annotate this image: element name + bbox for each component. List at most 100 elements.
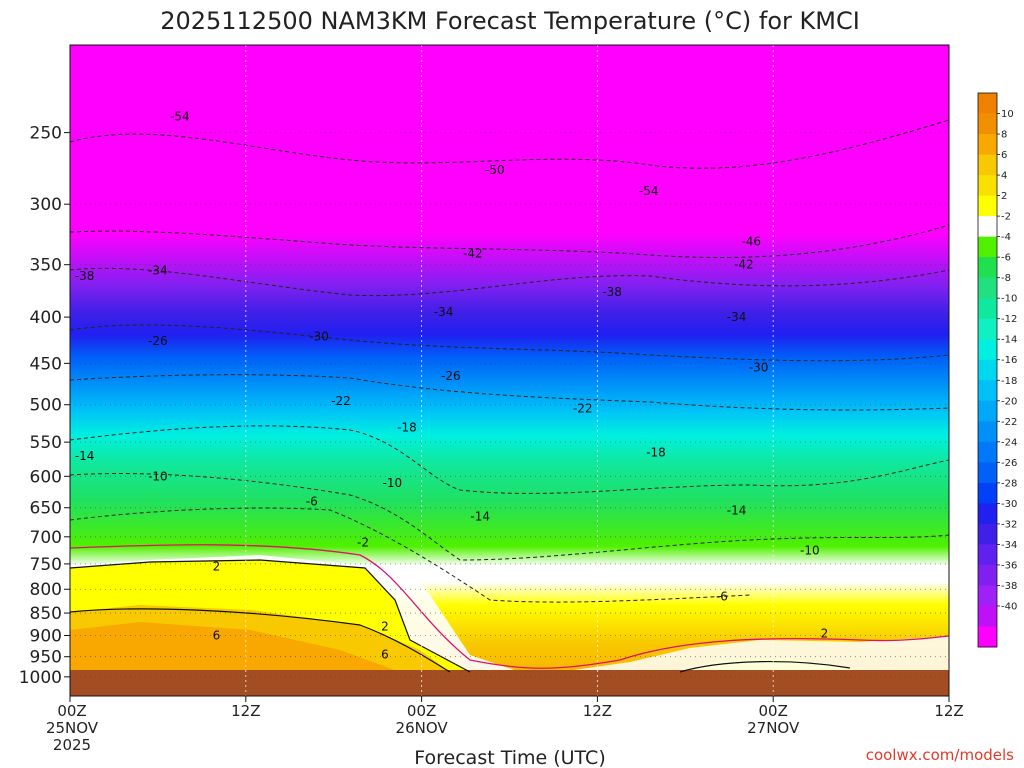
- colorbar-label: -36: [1001, 560, 1017, 571]
- colorbar-swatch: [978, 216, 997, 238]
- isotherm-label: -34: [148, 263, 168, 277]
- colorbar: 10 8 6 4 2 -2 -4 -6 -8 -10 -12 -14 -16 -18 -20 -22 -24 -2…: [977, 92, 1017, 648]
- colorbar-swatch: [978, 421, 997, 443]
- colorbar-label: -30: [1001, 499, 1017, 510]
- colorbar-swatch: [978, 380, 997, 402]
- isotherm-label: 2: [381, 620, 389, 634]
- colorbar-swatch: [978, 523, 997, 545]
- x-tick-label: 27NOV: [747, 719, 800, 737]
- isotherm-label: -54: [170, 110, 190, 124]
- colorbar-label: -4: [1001, 232, 1011, 243]
- colorbar-swatch: [978, 134, 997, 156]
- colorbar-swatch: [978, 318, 997, 340]
- isotherm-label: -18: [646, 446, 666, 460]
- colorbar-swatch: [978, 544, 997, 566]
- isotherm-line: [70, 473, 949, 561]
- isotherm-line: [70, 507, 751, 603]
- x-axis-label: Forecast Time (UTC): [414, 747, 605, 768]
- isotherm-label: -14: [75, 449, 95, 463]
- x-tick-label: 12Z: [231, 702, 260, 720]
- isotherm-label: -50: [485, 163, 505, 177]
- colorbar-label: -18: [1001, 376, 1017, 387]
- colorbar-swatch: [978, 564, 997, 586]
- isotherm-line: [70, 559, 471, 673]
- isotherm-label: -10: [800, 544, 820, 558]
- colorbar-label: 10: [1001, 109, 1014, 120]
- colorbar-swatch: [978, 482, 997, 504]
- colorbar-label: -16: [1001, 355, 1017, 366]
- colorbar-label: -14: [1001, 335, 1017, 346]
- colorbar-swatch: [978, 175, 997, 197]
- isotherm-label: 6: [381, 648, 389, 662]
- isotherm-label: -34: [727, 310, 747, 324]
- x-tick-label: 00Z: [759, 702, 788, 720]
- y-tick-label: 800: [30, 580, 62, 600]
- y-tick-label: 550: [30, 433, 62, 453]
- x-tick-label: 00Z: [407, 702, 436, 720]
- isotherm-label: -34: [434, 305, 454, 319]
- colorbar-swatch: [978, 462, 997, 484]
- chart-title: 2025112500 NAM3KM Forecast Temperature (…: [160, 7, 860, 35]
- colorbar-label: -40: [1001, 601, 1017, 612]
- colorbar-label: -12: [1001, 314, 1017, 325]
- y-axis: 2503003504004505005506006507007508008509…: [19, 124, 70, 688]
- x-tick-label: 25NOV: [46, 719, 99, 737]
- colorbar-label: -32: [1001, 519, 1017, 530]
- colorbar-frame: [977, 92, 998, 648]
- colorbar-label: -24: [1001, 437, 1017, 448]
- colorbar-swatch: [978, 257, 997, 279]
- y-tick-label: 250: [30, 124, 62, 144]
- colorbar-label: -28: [1001, 478, 1017, 489]
- y-tick-label: 500: [30, 396, 62, 416]
- y-tick-label: 900: [30, 626, 62, 646]
- colorbar-swatch: [978, 339, 997, 361]
- colorbar-label: -20: [1001, 396, 1017, 407]
- y-tick-label: 1000: [19, 668, 62, 688]
- colorbar-swatch: [978, 93, 997, 115]
- isotherm-label: -10: [148, 469, 168, 483]
- warmest-region: [70, 622, 400, 672]
- y-tick-label: 850: [30, 604, 62, 624]
- colorbar-label: -22: [1001, 417, 1017, 428]
- x-tick-label: 00Z: [57, 702, 86, 720]
- credit-text: coolwx.com/models: [866, 746, 1014, 764]
- isotherm-label: -2: [357, 535, 369, 549]
- isotherm-label: -42: [463, 246, 483, 260]
- y-tick-label: 650: [30, 499, 62, 519]
- x-tick-label: 12Z: [934, 702, 963, 720]
- colorbar-label: -34: [1001, 540, 1017, 551]
- day3-near-freezing: [560, 636, 949, 672]
- colorbar-label: -6: [1001, 253, 1011, 264]
- colorbar-swatch: [978, 626, 997, 648]
- isotherm-line: [70, 267, 949, 297]
- y-tick-label: 700: [30, 528, 62, 548]
- ground-surface: [70, 670, 949, 696]
- y-tick-label: 400: [30, 308, 62, 328]
- isotherm-label: -22: [331, 394, 351, 408]
- colorbar-swatch: [978, 298, 997, 320]
- colorbar-label: -38: [1001, 581, 1017, 592]
- colorbar-swatch: [978, 605, 997, 627]
- isotherm-label: -26: [441, 369, 461, 383]
- colorbar-swatch: [978, 359, 997, 381]
- colorbar-swatch: [978, 277, 997, 299]
- isotherm-label: -38: [75, 269, 95, 283]
- y-tick-label: 600: [30, 467, 62, 487]
- isotherm-line: [70, 608, 451, 673]
- isotherm-label: -6: [716, 590, 728, 604]
- y-tick-label: 750: [30, 555, 62, 575]
- x-tick-label: 2025: [53, 736, 91, 754]
- isotherm-label: -6: [306, 495, 318, 509]
- colorbar-swatch: [978, 441, 997, 463]
- x-tick-label: 12Z: [583, 702, 612, 720]
- isotherm-label: -30: [749, 361, 769, 375]
- colorbar-swatch: [978, 195, 997, 217]
- colorbar-label: -8: [1001, 273, 1011, 284]
- freezing-isotherm: [70, 544, 949, 669]
- x-tick-label: 26NOV: [396, 719, 449, 737]
- isotherm-label: -54: [639, 184, 659, 198]
- colorbar-swatch: [978, 503, 997, 525]
- colorbar-swatch: [978, 400, 997, 422]
- isotherm-line: [70, 425, 949, 494]
